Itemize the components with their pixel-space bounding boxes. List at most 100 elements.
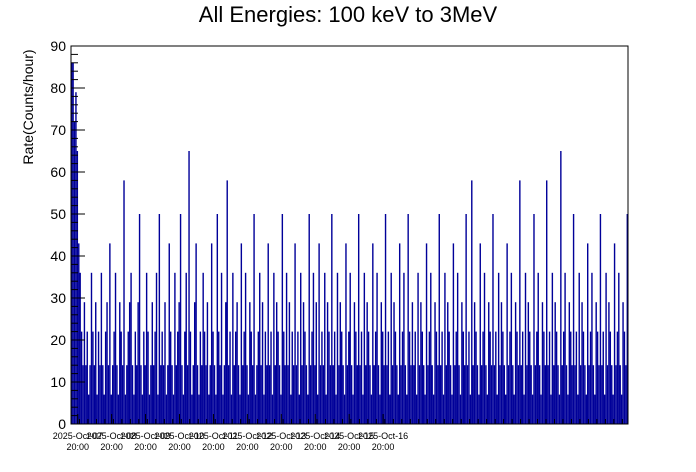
histogram-bin	[513, 394, 515, 424]
x-tick-label-date: 2025-Oct-07	[53, 431, 103, 441]
histogram-bin	[291, 331, 293, 424]
histogram-bin	[592, 365, 595, 424]
histogram-bin	[307, 394, 309, 424]
histogram-bin	[383, 365, 385, 424]
histogram-bin	[571, 365, 573, 424]
histogram-bin	[588, 365, 590, 424]
histogram-bin	[78, 243, 80, 424]
histogram-bin	[260, 365, 262, 424]
histogram-bin	[485, 365, 487, 424]
histogram-bin	[87, 394, 90, 424]
histogram-bin	[147, 331, 149, 424]
histogram-bin	[266, 365, 268, 424]
histogram-bin	[348, 331, 350, 424]
histogram-bin	[553, 365, 555, 424]
histogram-bin	[169, 331, 172, 424]
histogram-bin	[251, 365, 254, 424]
histogram-bin	[493, 365, 496, 424]
x-axis: 2025-Oct-0720:002025-Oct-0820:002025-Oct…	[53, 414, 623, 452]
histogram-bin	[355, 331, 357, 424]
histogram-bin	[449, 365, 452, 424]
histogram-bin	[415, 394, 418, 424]
histogram-bin	[606, 365, 609, 424]
y-tick-label: 50	[50, 206, 66, 222]
histogram-bin	[497, 272, 500, 424]
histogram-bin	[492, 214, 494, 424]
histogram-bin	[275, 302, 278, 424]
histogram-bin	[495, 331, 497, 424]
histogram-bin	[134, 331, 137, 424]
histogram-bin	[243, 331, 245, 424]
histogram-bin	[505, 394, 507, 424]
histogram-bin	[476, 365, 479, 424]
histogram-bin	[612, 394, 614, 424]
histogram-bin	[514, 302, 517, 424]
y-axis: 0 10 20 30 40 50 60 70 80 90	[50, 38, 85, 432]
y-tick-label: 40	[50, 248, 66, 264]
histogram-bin	[288, 302, 291, 424]
histogram-bin	[109, 243, 111, 424]
histogram-bin	[572, 214, 575, 424]
histogram-bin	[312, 272, 315, 424]
histogram-bin	[295, 365, 298, 424]
histogram-bin	[131, 365, 134, 424]
histogram-bin	[521, 331, 524, 424]
histogram-bin	[343, 394, 346, 424]
histogram-bin	[390, 272, 392, 424]
histogram-bin	[256, 365, 258, 424]
histogram-bin	[117, 394, 120, 424]
y-tick-label: 20	[50, 332, 66, 348]
histogram-bin	[280, 394, 282, 424]
histogram-bin	[620, 394, 623, 424]
histogram-bin	[454, 365, 456, 424]
histogram-bin	[278, 365, 281, 424]
histogram-bin	[564, 272, 566, 424]
histogram-bin	[196, 365, 199, 424]
histogram-bin	[206, 302, 209, 424]
histogram-bin	[524, 272, 527, 424]
histogram-bin	[396, 365, 398, 424]
histogram-bin	[356, 365, 358, 424]
histogram-bin	[301, 365, 303, 424]
histogram-bin	[427, 365, 429, 424]
histogram-bin	[175, 365, 178, 424]
histogram-bin	[502, 331, 504, 424]
histogram-bin	[304, 331, 306, 424]
histogram-bin	[406, 394, 408, 424]
histogram-bin	[319, 365, 322, 424]
histogram-bin	[526, 365, 528, 424]
histogram-bin	[489, 331, 491, 424]
histogram-bin	[339, 302, 342, 424]
chart-title: All Energies: 100 keV to 3MeV	[199, 2, 498, 27]
histogram-bin	[316, 394, 319, 424]
histogram-bin	[623, 331, 626, 424]
histogram-bin	[227, 365, 230, 424]
histogram-bin	[240, 243, 243, 424]
histogram-bin	[342, 365, 344, 424]
histogram-bin	[589, 331, 592, 424]
histogram-bin	[579, 365, 582, 424]
histogram-bin	[555, 331, 558, 424]
histogram-bin	[290, 394, 292, 424]
histogram-bin	[394, 331, 397, 424]
histogram-bin	[478, 394, 480, 424]
y-tick-label: 90	[50, 38, 66, 54]
histogram-bin	[234, 331, 237, 424]
histogram-bin	[369, 365, 371, 424]
histogram-bin	[536, 331, 538, 424]
histogram-bin	[410, 365, 412, 424]
histogram-bin	[128, 302, 131, 424]
x-tick-label-time: 20:00	[270, 442, 293, 452]
histogram-bin	[119, 302, 121, 424]
histogram-bin	[195, 243, 197, 424]
histogram-bin	[92, 331, 94, 424]
histogram-bin	[403, 272, 405, 424]
histogram-bin	[150, 365, 152, 424]
histogram-bin	[321, 331, 323, 424]
histogram-bin	[138, 214, 141, 424]
histogram-bin	[287, 365, 289, 424]
histogram-bin	[465, 214, 467, 424]
histogram-bin	[102, 365, 104, 424]
histogram-bin	[599, 214, 602, 424]
histogram-bin	[165, 394, 168, 424]
